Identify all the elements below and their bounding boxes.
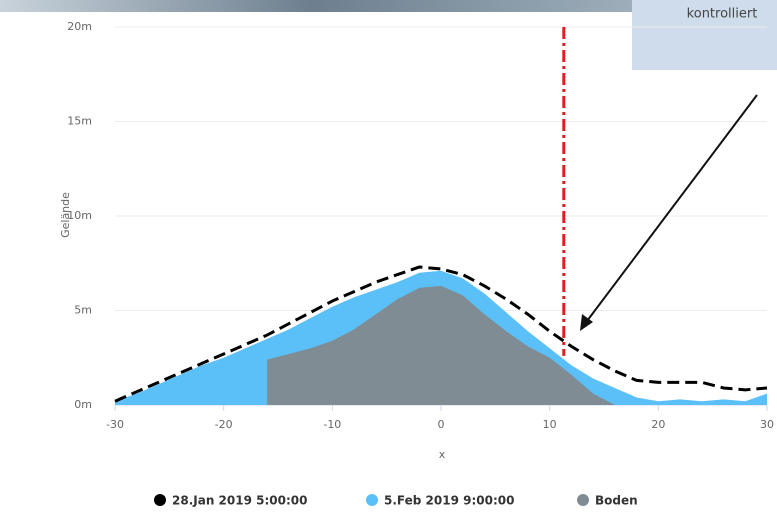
x-tick-label: -30	[106, 418, 124, 431]
annotation-text: kontrolliert	[687, 7, 758, 22]
annotation-arrow	[584, 95, 757, 325]
y-tick-label: 15m	[67, 115, 92, 128]
x-tick-label: -10	[323, 418, 341, 431]
legend-marker	[154, 494, 166, 506]
legend-marker	[366, 494, 378, 506]
legend-label: Boden	[595, 494, 638, 508]
legend-label: 5.Feb 2019 9:00:00	[384, 494, 514, 508]
y-tick-label: 5m	[74, 304, 92, 317]
x-tick-label: 0	[438, 418, 445, 431]
y-tick-label: 20m	[67, 20, 92, 33]
y-tick-label: 0m	[74, 398, 92, 411]
y-tick-label: 10m	[67, 209, 92, 222]
x-tick-label: -20	[215, 418, 233, 431]
x-axis-title: x	[439, 448, 446, 461]
chart: kontrolliert x Gelände 0m5m10m15m20m-30-…	[0, 0, 777, 532]
legend-marker	[577, 494, 589, 506]
plot: 0m 5m 10m 15m 20m -30 -20 -10 0 10 20 30 28.Jan 2019…	[67, 20, 774, 508]
legend-label: 28.Jan 2019 5:00:00	[172, 494, 307, 508]
x-tick-label: 30	[760, 418, 774, 431]
x-tick-label: 20	[651, 418, 665, 431]
x-tick-label: 10	[543, 418, 557, 431]
